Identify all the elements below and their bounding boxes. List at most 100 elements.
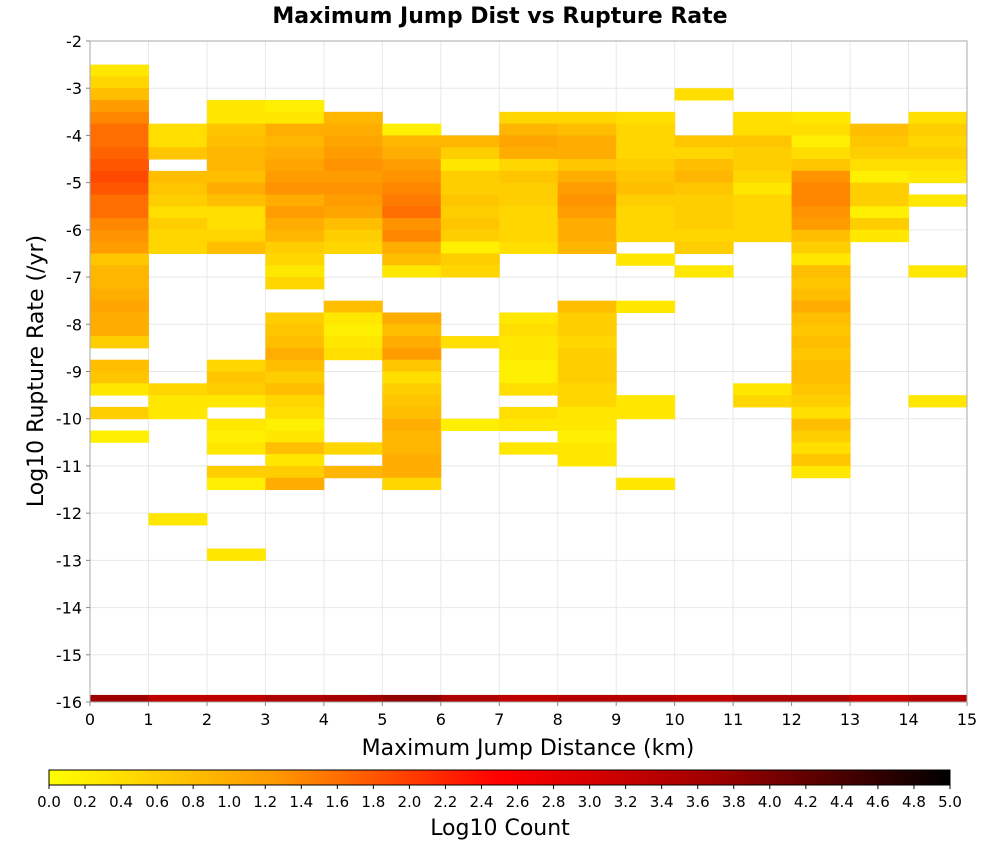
heatmap-cell [265, 277, 325, 290]
heatmap-cell [206, 241, 266, 254]
heatmap-cell [382, 147, 442, 160]
heatmap-cell [323, 194, 383, 207]
colorbar-tick-label: 1.6 [325, 793, 349, 811]
heatmap-cell [499, 324, 559, 337]
heatmap-cell [382, 182, 442, 195]
heatmap-cell [323, 170, 383, 184]
heatmap-cell [791, 336, 851, 349]
heatmap-cell [382, 371, 442, 384]
heatmap-cell [382, 336, 442, 349]
heatmap-cell [323, 336, 383, 349]
heatmap-cell [206, 206, 266, 219]
heatmap-cell [265, 111, 325, 125]
colorbar-tick-label: 1.4 [289, 793, 313, 811]
heatmap-cell [557, 324, 617, 337]
heatmap-cell [557, 442, 617, 455]
y-tick-label: -5 [66, 174, 82, 193]
heatmap-cell [791, 359, 851, 372]
heatmap-cell [674, 206, 734, 219]
colorbar-tick-label: 4.2 [794, 793, 818, 811]
heatmap-cell [323, 300, 383, 313]
heatmap-cell [733, 159, 793, 172]
heatmap-cell [265, 182, 325, 195]
heatmap-cell [908, 159, 968, 172]
colorbar-tick-label: 5.0 [938, 793, 962, 811]
heatmap-cell [440, 418, 500, 432]
heatmap-cell [382, 170, 442, 184]
heatmap-cell [557, 206, 617, 219]
y-tick-label: -6 [66, 221, 82, 240]
x-tick-label: 4 [319, 710, 329, 729]
heatmap-cell [733, 147, 793, 160]
heatmap-cell [382, 395, 442, 408]
colorbar-tick-label: 2.4 [470, 793, 494, 811]
heatmap-cell [90, 359, 149, 372]
heatmap-cell [90, 88, 149, 101]
colorbar-tick-label: 3.8 [722, 793, 746, 811]
heatmap-cell [733, 229, 793, 243]
heatmap-cell [499, 383, 559, 396]
heatmap-cell [206, 194, 266, 207]
heatmap-cell [850, 159, 910, 172]
colorbar-tick-label: 1.0 [217, 793, 241, 811]
x-tick-label: 5 [377, 710, 387, 729]
heatmap-cell [148, 241, 208, 254]
y-axis-ticks: -2 -3 -4 -5 -6 -7 -8 -9 -10 -11 -12 -13 -14 -15 -16 [56, 32, 90, 712]
heatmap-cell [674, 159, 734, 172]
heatmap-cell [206, 465, 266, 479]
colorbar-tick-label: 0.2 [73, 793, 97, 811]
heatmap-cell [733, 135, 793, 148]
heatmap-cell [206, 100, 266, 113]
heatmap-cell [265, 206, 325, 219]
heatmap-cell [90, 406, 149, 420]
heatmap-cell [323, 241, 383, 254]
heatmap-cell [382, 241, 442, 254]
colorbar-tick-label: 2.6 [506, 793, 530, 811]
heatmap-cell [206, 123, 266, 136]
heatmap-cell [440, 159, 500, 172]
heatmap-cell [557, 406, 617, 420]
heatmap-cell [557, 347, 617, 361]
x-axis-label: Maximum Jump Distance (km) [362, 736, 695, 761]
heatmap-cell [499, 159, 559, 172]
heatmap-cell [265, 159, 325, 172]
heatmap-cell [323, 182, 383, 195]
heatmap-cell [616, 206, 676, 219]
heatmap-cell [265, 194, 325, 207]
heatmap-cell [265, 170, 325, 184]
heatmap-cell [206, 359, 266, 372]
heatmap-cell [499, 206, 559, 219]
y-tick-label: -10 [56, 410, 82, 429]
x-tick-label: 9 [611, 710, 621, 729]
heatmap-cell [908, 265, 968, 278]
heatmap-cell [265, 123, 325, 136]
heatmap-cell [791, 218, 851, 231]
heatmap-cell [90, 277, 149, 290]
heatmap-cell [148, 135, 208, 148]
heatmap-cell [733, 218, 793, 231]
heatmap-cell [499, 347, 559, 361]
colorbar-tick-label: 4.0 [758, 793, 782, 811]
heatmap-cell [265, 324, 325, 337]
heatmap-cell [323, 694, 383, 702]
heatmap-cell [90, 64, 149, 77]
heatmap-cell [382, 206, 442, 219]
heatmap-cell [499, 418, 559, 432]
heatmap-cell [733, 123, 793, 136]
heatmap-cell [674, 694, 734, 702]
heatmap-cell [499, 359, 559, 372]
heatmap-cell [90, 324, 149, 337]
heatmap-cell [850, 123, 910, 136]
heatmap-cell [616, 182, 676, 195]
heatmap-cell [791, 347, 851, 361]
heatmap-cell [206, 182, 266, 195]
heatmap-cell [265, 694, 325, 702]
heatmap-cell [382, 454, 442, 467]
heatmap-cell [499, 694, 559, 702]
heatmap-cell [557, 383, 617, 396]
heatmap-cell [674, 170, 734, 184]
heatmap-cell [557, 694, 617, 702]
heatmap-cell [206, 477, 266, 491]
heatmap-cell [382, 265, 442, 278]
